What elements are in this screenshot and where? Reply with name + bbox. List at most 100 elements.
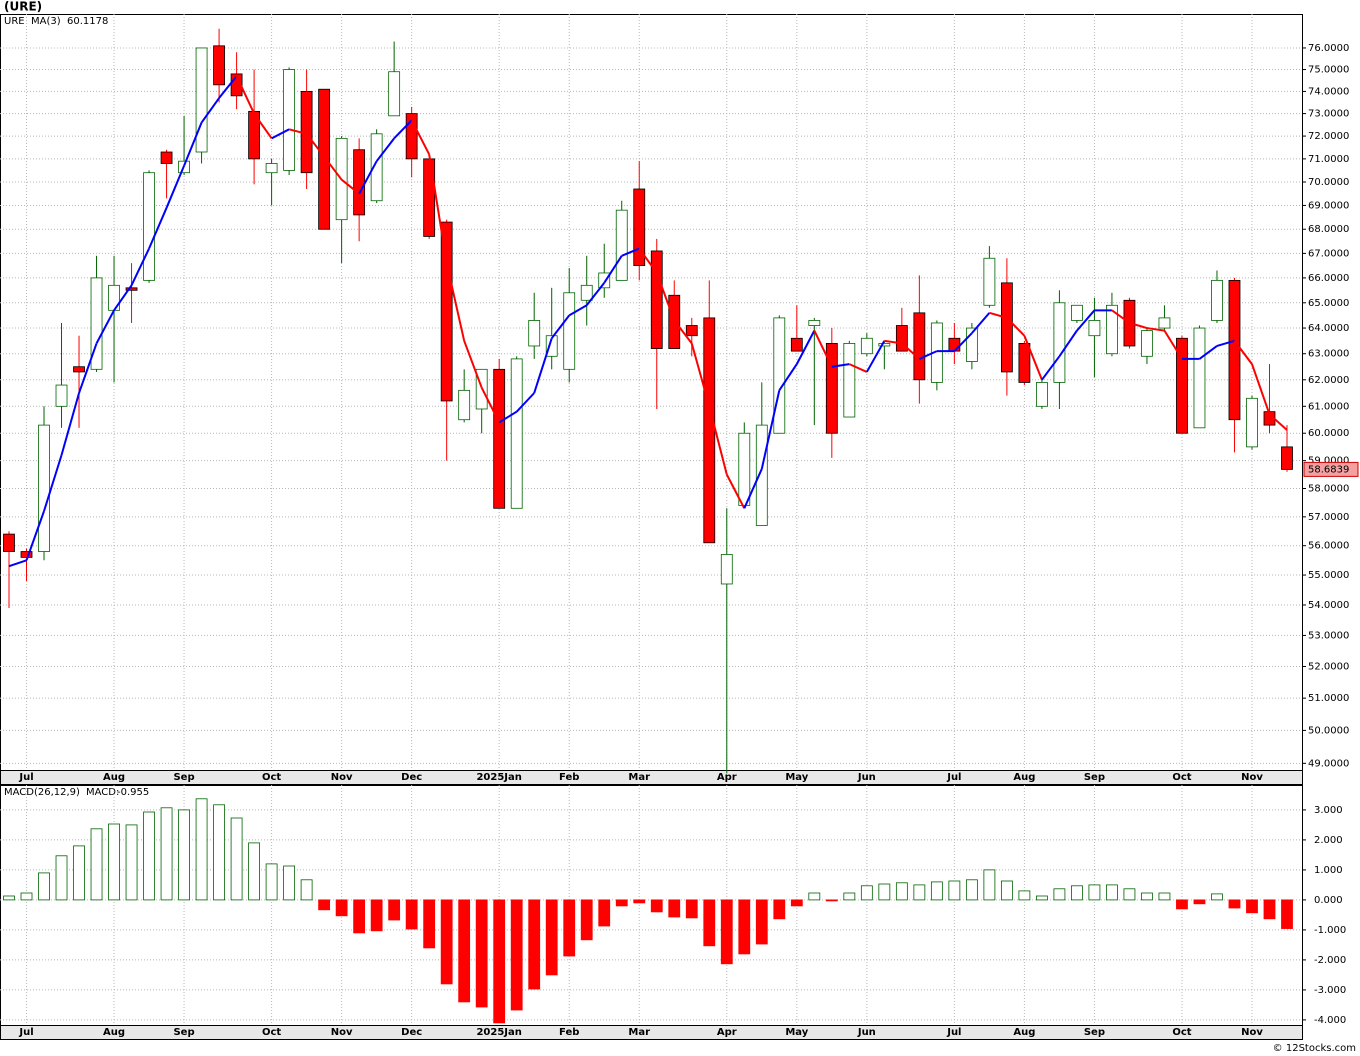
macd-bar [843,892,856,901]
y-tick-label: 1.000 [1314,865,1343,876]
candle-body [685,325,698,337]
ma-line [1216,339,1235,347]
macd-bar [930,881,943,901]
ma-line [1233,340,1253,365]
y-tick-label: 58.0000 [1308,483,1349,494]
ma-line [673,319,693,345]
macd-bar [300,879,313,901]
y-tick-label: -4.000 [1314,1015,1346,1026]
y-tick-label: 0.000 [1314,895,1343,906]
y-tick-label: 68.0000 [1308,224,1349,235]
macd-bar [143,811,155,901]
candle-body [1141,330,1153,357]
candle-body [423,158,436,237]
ma-line [341,178,360,195]
y-tick-label: 49.0000 [1308,758,1349,769]
ma-line [918,350,938,360]
macd-bar [755,899,768,945]
x-tick-label: Jul [18,772,33,783]
x-tick-label: Dec [401,772,422,783]
ma-line [690,343,711,407]
ma-line [1129,322,1148,330]
ma-line [463,340,483,389]
x-tick-label: Nov [331,772,353,783]
ma-line [358,160,378,195]
macd-bar [265,863,278,901]
macd-bar [563,899,576,957]
x-tick-label: Nov [1241,1027,1263,1038]
y-tick-label: -2.000 [1314,955,1346,966]
macd-bar [458,899,471,1003]
y-tick-label: 75.0000 [1308,65,1349,76]
x-tick-label: Jun [857,772,876,783]
ma-line [393,119,413,140]
macd-bar [983,869,996,901]
last-price-label: 58.6839 [1308,464,1349,475]
macd-bar [790,899,803,907]
y-tick-label: 56.0000 [1308,541,1349,552]
x-tick-label: Jun [857,1027,876,1038]
candle-body [860,337,873,355]
macd-bar [738,899,751,955]
macd-bar [965,879,978,901]
ma-line [831,363,850,368]
macd-bar [3,895,15,901]
macd-value-label: MACD: [86,787,119,798]
ma-line [884,339,902,345]
candle-body [1053,302,1066,383]
macd-bar [38,872,50,901]
y-tick-label: 53.0000 [1308,630,1349,641]
ma-line [130,248,150,286]
y-tick-label: -3.000 [1314,985,1346,996]
ma-line [428,154,448,264]
candle-body [108,284,120,311]
x-axis-strip [0,1025,1303,1040]
candle-body [38,424,50,552]
y-tick-label: 63.0000 [1308,349,1349,360]
y-tick-label: 71.0000 [1308,154,1349,165]
macd-bar [685,899,698,919]
candle-body [160,151,173,164]
macd-bar [668,899,681,918]
macd-bar [1141,892,1153,901]
ma-line [621,247,640,257]
y-tick-label: 59.0000 [1308,456,1349,467]
ma-line [305,133,325,158]
macd-last-value: -0.955 [117,787,149,798]
macd-bar [1176,899,1188,910]
macd-bar [895,882,908,901]
ma-line [43,454,63,512]
ma-line [410,119,431,155]
candle-body [353,149,366,216]
macd-bar [913,884,926,901]
candle-body [545,335,558,357]
macd-bar [1263,899,1276,920]
candle-body [895,325,908,352]
macd-bar [1193,899,1206,905]
y-tick-label: -1.000 [1314,925,1346,936]
ma-line [375,137,395,162]
macd-bar [248,842,260,901]
ma-line [323,155,343,181]
macd-bar [108,823,120,901]
candle-body [143,172,155,281]
candle-body [1000,282,1013,373]
ma-line [638,247,658,274]
ma-line [989,311,1008,319]
x-tick-label: Feb [559,772,579,783]
ma-line [498,410,518,424]
ma-line [901,342,921,360]
macd-bar [405,899,418,930]
macd-bar [878,883,891,901]
ma-line [445,262,466,342]
ma-line [25,510,45,561]
macd-bar [370,899,383,932]
ma-line [480,387,501,423]
y-tick-label: 54.0000 [1308,600,1349,611]
ma-line [235,75,256,115]
candle-body [1211,279,1223,321]
x-tick-label: Oct [262,1027,281,1038]
ma-line [1111,309,1131,324]
macd-bar [808,892,821,901]
candle-body [913,312,926,381]
